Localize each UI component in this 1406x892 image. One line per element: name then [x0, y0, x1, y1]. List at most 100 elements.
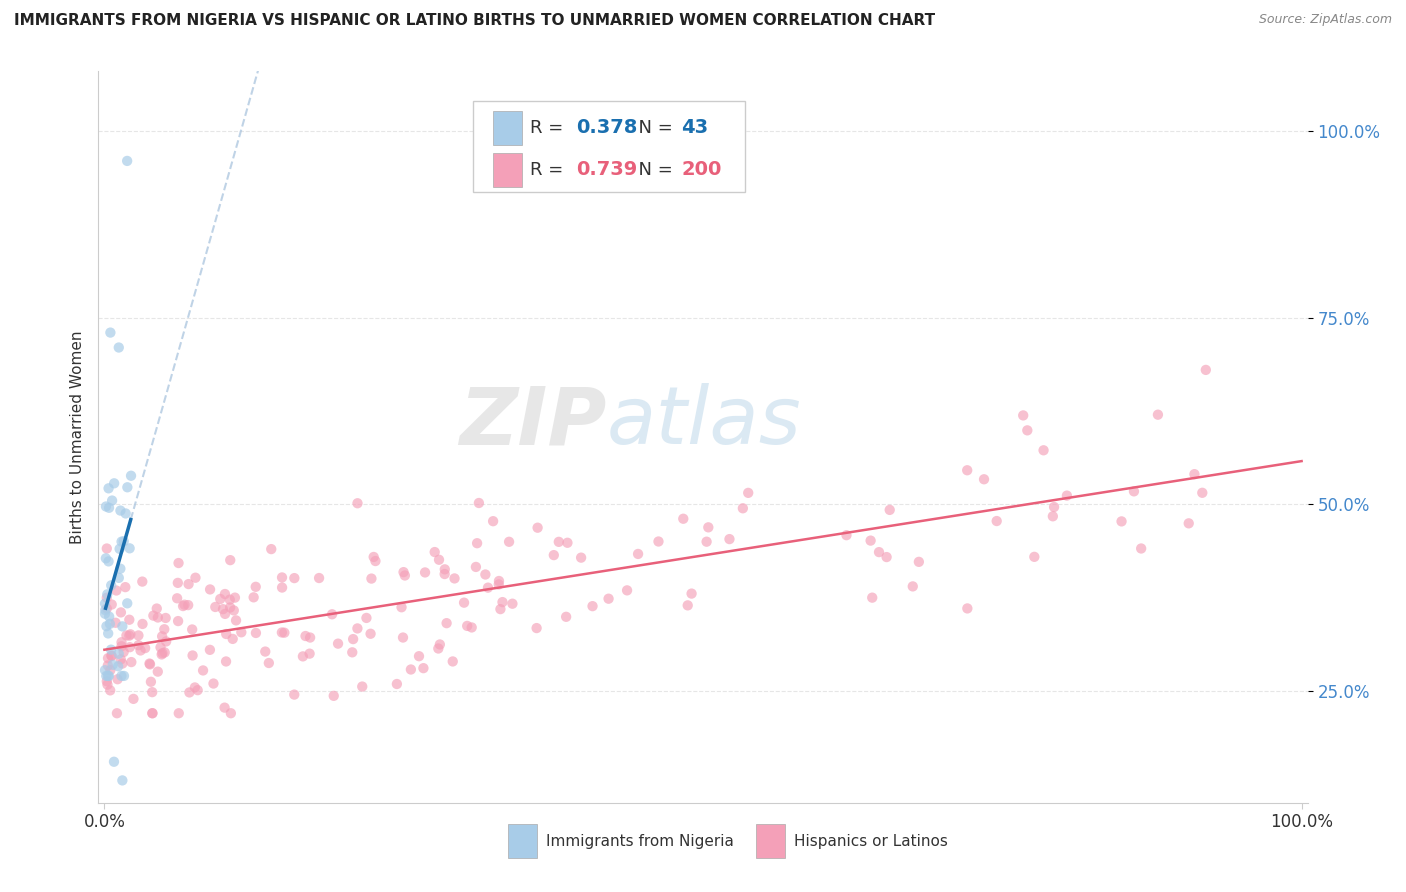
Point — [283, 571, 305, 585]
Point — [127, 628, 149, 642]
Point — [172, 599, 194, 613]
Point — [453, 596, 475, 610]
Point — [1012, 409, 1035, 423]
Point — [107, 341, 129, 355]
Point — [647, 534, 669, 549]
Point — [260, 542, 283, 557]
Point — [489, 602, 512, 616]
Point — [1042, 509, 1064, 524]
Point — [1017, 423, 1039, 437]
Point — [112, 534, 135, 549]
Point — [167, 706, 190, 721]
Text: N =: N = — [627, 161, 678, 179]
Point — [427, 553, 450, 567]
Point — [557, 535, 579, 549]
Point — [501, 597, 523, 611]
Text: 200: 200 — [682, 161, 721, 179]
Point — [149, 640, 172, 655]
Point — [360, 572, 382, 586]
Point — [107, 659, 129, 673]
Point — [429, 637, 451, 651]
Point — [1130, 541, 1153, 556]
Point — [146, 665, 169, 679]
Point — [271, 570, 294, 584]
Point — [150, 648, 173, 662]
Point — [1195, 363, 1218, 377]
Point — [283, 688, 305, 702]
Point — [155, 634, 177, 648]
Point — [956, 463, 979, 477]
Point — [394, 568, 416, 582]
Point — [298, 647, 321, 661]
Point — [868, 545, 890, 559]
Point — [581, 599, 603, 614]
Point — [412, 661, 434, 675]
Point — [676, 599, 699, 613]
Point — [166, 575, 188, 590]
Point — [97, 481, 120, 495]
Point — [97, 669, 120, 683]
Point — [908, 555, 931, 569]
Point — [110, 503, 132, 517]
Point — [215, 655, 238, 669]
Point — [356, 611, 378, 625]
FancyBboxPatch shape — [509, 824, 537, 858]
Point — [96, 541, 118, 556]
Point — [108, 541, 131, 556]
Point — [616, 583, 638, 598]
Text: R =: R = — [530, 161, 569, 179]
Point — [202, 676, 225, 690]
Point — [94, 551, 117, 566]
Point — [115, 628, 138, 642]
Point — [408, 649, 430, 664]
Point — [118, 629, 141, 643]
Point — [120, 468, 142, 483]
Point — [460, 620, 482, 634]
FancyBboxPatch shape — [492, 153, 522, 187]
Point — [879, 503, 901, 517]
Point — [98, 609, 121, 624]
Point — [696, 534, 718, 549]
Point — [179, 685, 201, 699]
Point — [245, 580, 267, 594]
Point — [150, 629, 173, 643]
Point — [214, 700, 236, 714]
Point — [222, 603, 245, 617]
Point — [526, 621, 548, 635]
Point — [433, 567, 456, 582]
Point — [105, 583, 128, 598]
Point — [114, 580, 136, 594]
Point — [737, 486, 759, 500]
Point — [103, 476, 125, 491]
Point — [543, 548, 565, 562]
Point — [96, 619, 118, 633]
Point — [101, 657, 124, 672]
Point — [191, 664, 214, 678]
Point — [672, 512, 695, 526]
Point — [129, 643, 152, 657]
Point — [399, 663, 422, 677]
Text: ZIP: ZIP — [458, 384, 606, 461]
Point — [1032, 443, 1054, 458]
Point — [1056, 489, 1078, 503]
Point — [441, 655, 464, 669]
Point — [342, 632, 364, 646]
Point — [681, 586, 703, 600]
Point — [100, 648, 122, 663]
FancyBboxPatch shape — [474, 101, 745, 192]
Point — [97, 658, 120, 673]
Point — [131, 574, 153, 589]
Point — [271, 581, 294, 595]
Point — [212, 602, 235, 616]
Point — [474, 567, 496, 582]
Point — [112, 645, 135, 659]
Point — [141, 706, 163, 721]
Point — [360, 626, 382, 640]
Text: 43: 43 — [682, 119, 709, 137]
Point — [97, 669, 120, 683]
Point — [1111, 515, 1133, 529]
Point — [973, 472, 995, 486]
Point — [98, 500, 121, 515]
Point — [184, 681, 207, 695]
Point — [167, 614, 190, 628]
